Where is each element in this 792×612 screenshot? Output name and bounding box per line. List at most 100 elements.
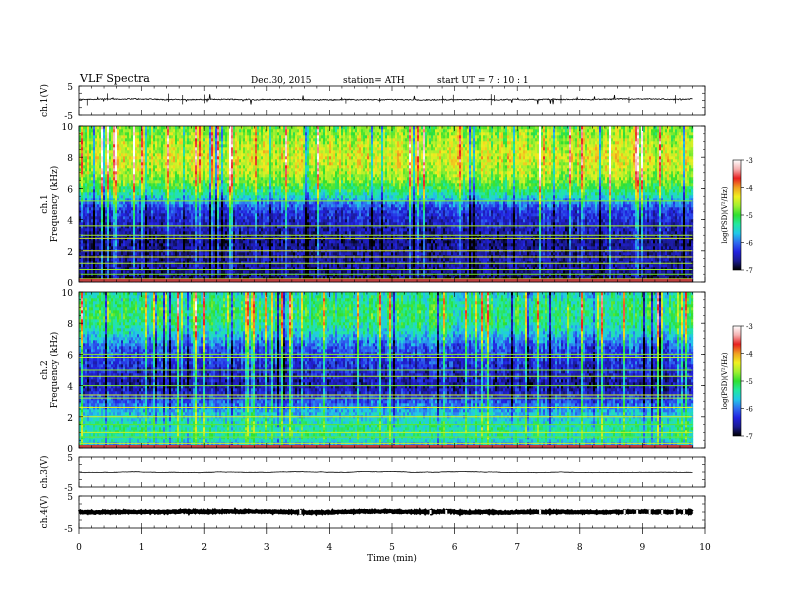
spectrogram-cell	[413, 264, 415, 267]
spectrogram-cell	[179, 261, 181, 264]
spectrogram-cell	[449, 264, 451, 267]
spectrogram-cell	[329, 264, 331, 267]
spectrogram-cell	[323, 270, 325, 273]
spectrogram-cell	[579, 264, 581, 267]
spectrogram-cell	[393, 264, 395, 267]
spectrogram-cell	[309, 264, 311, 267]
spectrogram-cell	[475, 264, 477, 267]
spectrogram-cell	[295, 264, 297, 267]
spectrogram-cell	[245, 261, 247, 264]
spectrogram-cell	[317, 264, 319, 267]
spectrogram-cell	[397, 264, 399, 267]
spectrogram-cell	[315, 264, 317, 267]
spectrogram-cell	[223, 270, 225, 273]
spectrogram-cell	[457, 270, 459, 273]
spectrogram-cell	[99, 261, 101, 264]
spectrogram-cell	[195, 270, 197, 273]
spectrogram-cell	[335, 270, 337, 273]
spectrogram-cell	[103, 270, 105, 273]
spectrogram-cell	[127, 261, 129, 264]
spectrogram-cell	[477, 270, 479, 273]
spectrogram-cell	[691, 270, 693, 273]
spectrogram-cell	[473, 270, 475, 273]
spectrogram-cell	[143, 264, 145, 267]
spectrogram-cell	[441, 270, 443, 273]
spectrogram-cell	[401, 270, 403, 273]
spectrogram-cell	[671, 270, 673, 273]
spectrogram-cell	[345, 264, 347, 267]
spectrogram-cell	[247, 264, 249, 267]
spectrogram-cell	[173, 264, 175, 267]
spectrogram-cell	[391, 270, 393, 273]
spectrogram-cell	[549, 264, 551, 267]
spectrogram-cell	[573, 264, 575, 267]
spectrogram-cell	[487, 264, 489, 267]
spectrogram-cell	[679, 270, 681, 273]
spectrogram-cell	[163, 264, 165, 267]
spectrogram-cell	[197, 264, 199, 267]
spectrogram-cell	[113, 270, 115, 273]
spectrogram-cell	[621, 264, 623, 267]
spectrogram-cell	[599, 264, 601, 267]
spectrogram-cell	[611, 264, 613, 267]
spectrogram-cell	[547, 264, 549, 267]
spectrogram-cell	[293, 264, 295, 267]
spectrogram-cell	[207, 264, 209, 267]
spectrogram-cell	[105, 264, 107, 267]
spectrogram-cell	[305, 264, 307, 267]
spectrogram-cell	[627, 264, 629, 267]
spectrogram-cell	[561, 270, 563, 273]
spectrogram-cell	[677, 270, 679, 273]
spectrogram-cell	[579, 270, 581, 273]
spectrogram-cell	[307, 264, 309, 267]
spectrogram-cell	[353, 270, 355, 273]
spectrogram-cell	[589, 264, 591, 267]
spectrogram-cell	[271, 270, 273, 273]
spectrogram-cell	[505, 264, 507, 267]
spectrogram-cell	[517, 264, 519, 267]
spectrogram-cell	[187, 261, 189, 264]
spectrogram-cell	[81, 264, 83, 267]
spectrogram-cell	[307, 270, 309, 273]
spectrogram-cell	[583, 264, 585, 267]
spectrogram-cell	[215, 264, 217, 267]
spectrogram-cell	[303, 264, 305, 267]
spectrogram-cell	[383, 270, 385, 273]
spectrogram-cell	[169, 261, 171, 264]
spectrogram-cell	[239, 270, 241, 273]
spectrogram-cell	[435, 270, 437, 273]
spectrogram-cell	[493, 264, 495, 267]
spectrogram-cell	[501, 264, 503, 267]
spectrogram-cell	[269, 270, 271, 273]
spectrogram-cell	[109, 264, 111, 267]
spectrogram-cell	[427, 270, 429, 273]
spectrogram-cell	[241, 261, 243, 264]
spectrogram-cell	[235, 261, 237, 264]
spectrogram-cell	[175, 264, 177, 267]
spectrogram-cell	[619, 270, 621, 273]
spectrogram-cell	[571, 270, 573, 273]
spectrogram-cell	[479, 270, 481, 273]
spectrogram-cell	[467, 264, 469, 267]
spectrogram-cell	[321, 264, 323, 267]
spectrogram-cell	[411, 270, 413, 273]
spectrogram-cell	[159, 261, 161, 264]
spectrogram-cell	[631, 270, 633, 273]
spectrogram-cell	[133, 261, 135, 264]
spectrogram-cell	[385, 270, 387, 273]
spectrogram-cell	[129, 270, 131, 273]
spectrogram-cell	[189, 261, 191, 264]
spectrogram-cell	[113, 261, 115, 264]
spectrogram-cell	[301, 264, 303, 267]
spectrogram-cell	[371, 270, 373, 273]
spectrogram-cell	[83, 264, 85, 267]
spectrogram-cell	[115, 270, 117, 273]
spectrogram-cell	[267, 270, 269, 273]
spectrogram-cell	[373, 264, 375, 267]
spectrogram-cell	[533, 264, 535, 267]
spectrogram-cell	[537, 264, 539, 267]
spectrogram-cell	[647, 270, 649, 273]
spectrogram-cell	[149, 264, 151, 267]
spectrogram-cell	[201, 261, 203, 264]
spectrogram-cell	[103, 264, 105, 267]
